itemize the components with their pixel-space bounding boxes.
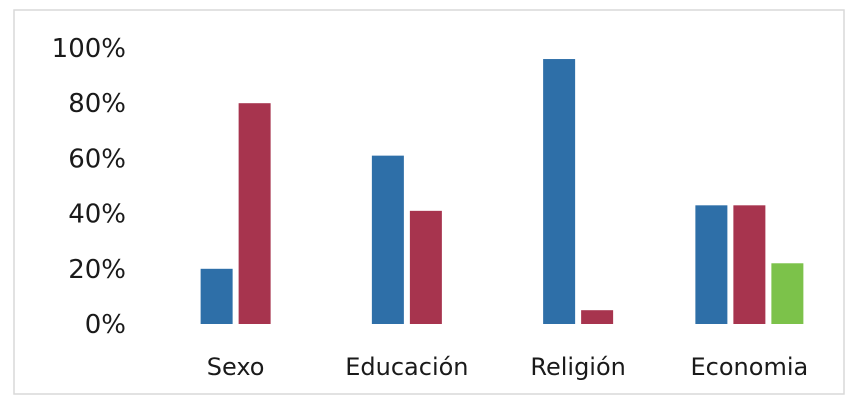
bar-economia-series-3: [771, 263, 804, 324]
y-tick-label: 80%: [68, 89, 126, 119]
y-tick-label: 0%: [85, 310, 126, 340]
bar-sexo-series-1: [200, 268, 233, 324]
x-axis: Sexo Educación Religión Economia: [207, 353, 808, 381]
x-tick-label: Sexo: [207, 353, 265, 381]
y-tick-label: 60%: [68, 144, 126, 174]
bar-sexo-series-2: [238, 103, 271, 324]
bar-religión-series-1: [543, 59, 576, 324]
bar-religión-series-2: [581, 310, 614, 324]
bar-educación-series-2: [409, 210, 442, 324]
y-tick-label: 20%: [68, 255, 126, 285]
x-tick-label: Educación: [345, 353, 468, 381]
x-tick-label: Economia: [691, 353, 809, 381]
bar-economia-series-1: [695, 205, 728, 324]
x-tick-label: Religión: [530, 353, 626, 381]
y-tick-label: 100%: [52, 34, 126, 64]
y-axis: 0% 20% 40% 60% 80% 100%: [52, 34, 126, 340]
bars: [200, 59, 804, 324]
y-tick-label: 40%: [68, 200, 126, 230]
bar-educación-series-1: [371, 155, 404, 324]
bar-economia-series-2: [733, 205, 766, 324]
